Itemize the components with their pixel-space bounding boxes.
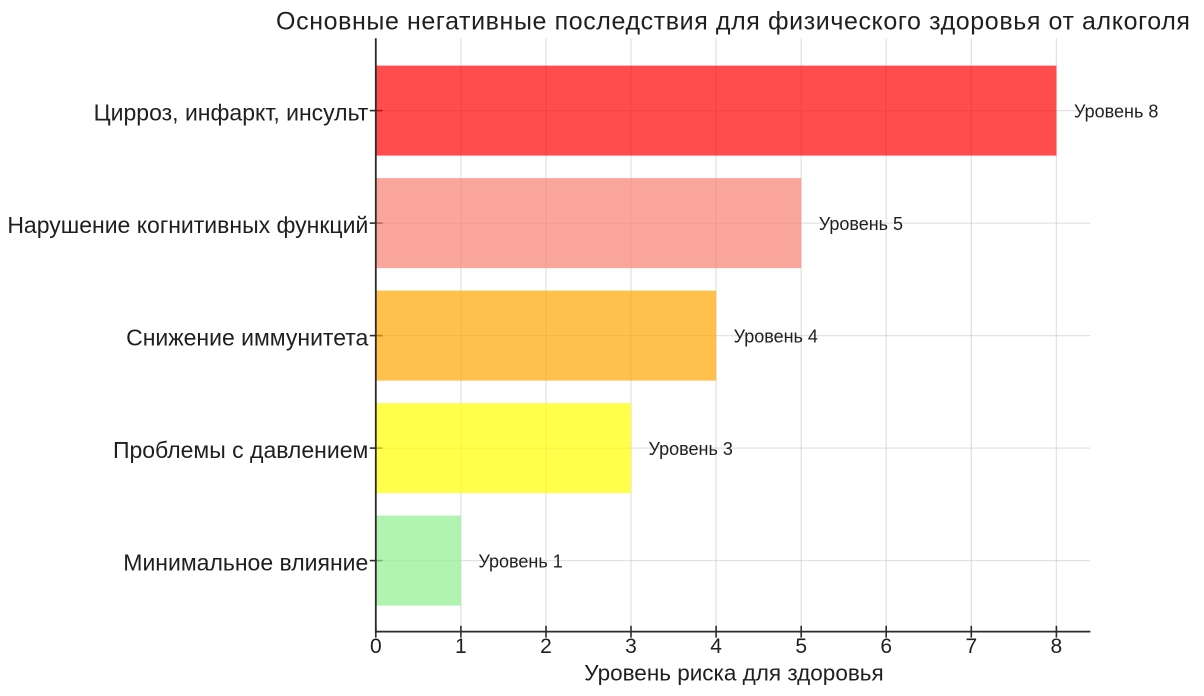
svg-text:Проблемы с давлением: Проблемы с давлением [113,437,368,463]
svg-text:2: 2 [540,635,552,658]
svg-text:6: 6 [880,635,892,658]
svg-text:Снижение иммунитета: Снижение иммунитета [126,324,368,350]
svg-text:Уровень 1: Уровень 1 [478,552,562,572]
svg-text:Нарушение когнитивных функций: Нарушение когнитивных функций [7,212,368,238]
svg-text:Уровень 8: Уровень 8 [1074,102,1158,122]
svg-text:Цирроз, инфаркт, инсульт: Цирроз, инфаркт, инсульт [94,99,369,125]
svg-text:7: 7 [965,635,977,658]
svg-text:Уровень 4: Уровень 4 [734,327,818,347]
svg-text:Уровень 3: Уровень 3 [649,439,733,459]
svg-text:1: 1 [455,635,467,658]
svg-text:Основные негативные последстви: Основные негативные последствия для физи… [276,8,1190,36]
svg-text:0: 0 [370,635,382,658]
svg-text:8: 8 [1051,635,1063,658]
svg-text:5: 5 [795,635,807,658]
svg-text:Уровень риска для здоровья: Уровень риска для здоровья [584,661,883,686]
svg-text:3: 3 [625,635,637,658]
svg-text:Уровень 5: Уровень 5 [819,214,903,234]
svg-text:4: 4 [710,635,722,658]
svg-text:Минимальное влияние: Минимальное влияние [123,549,368,575]
